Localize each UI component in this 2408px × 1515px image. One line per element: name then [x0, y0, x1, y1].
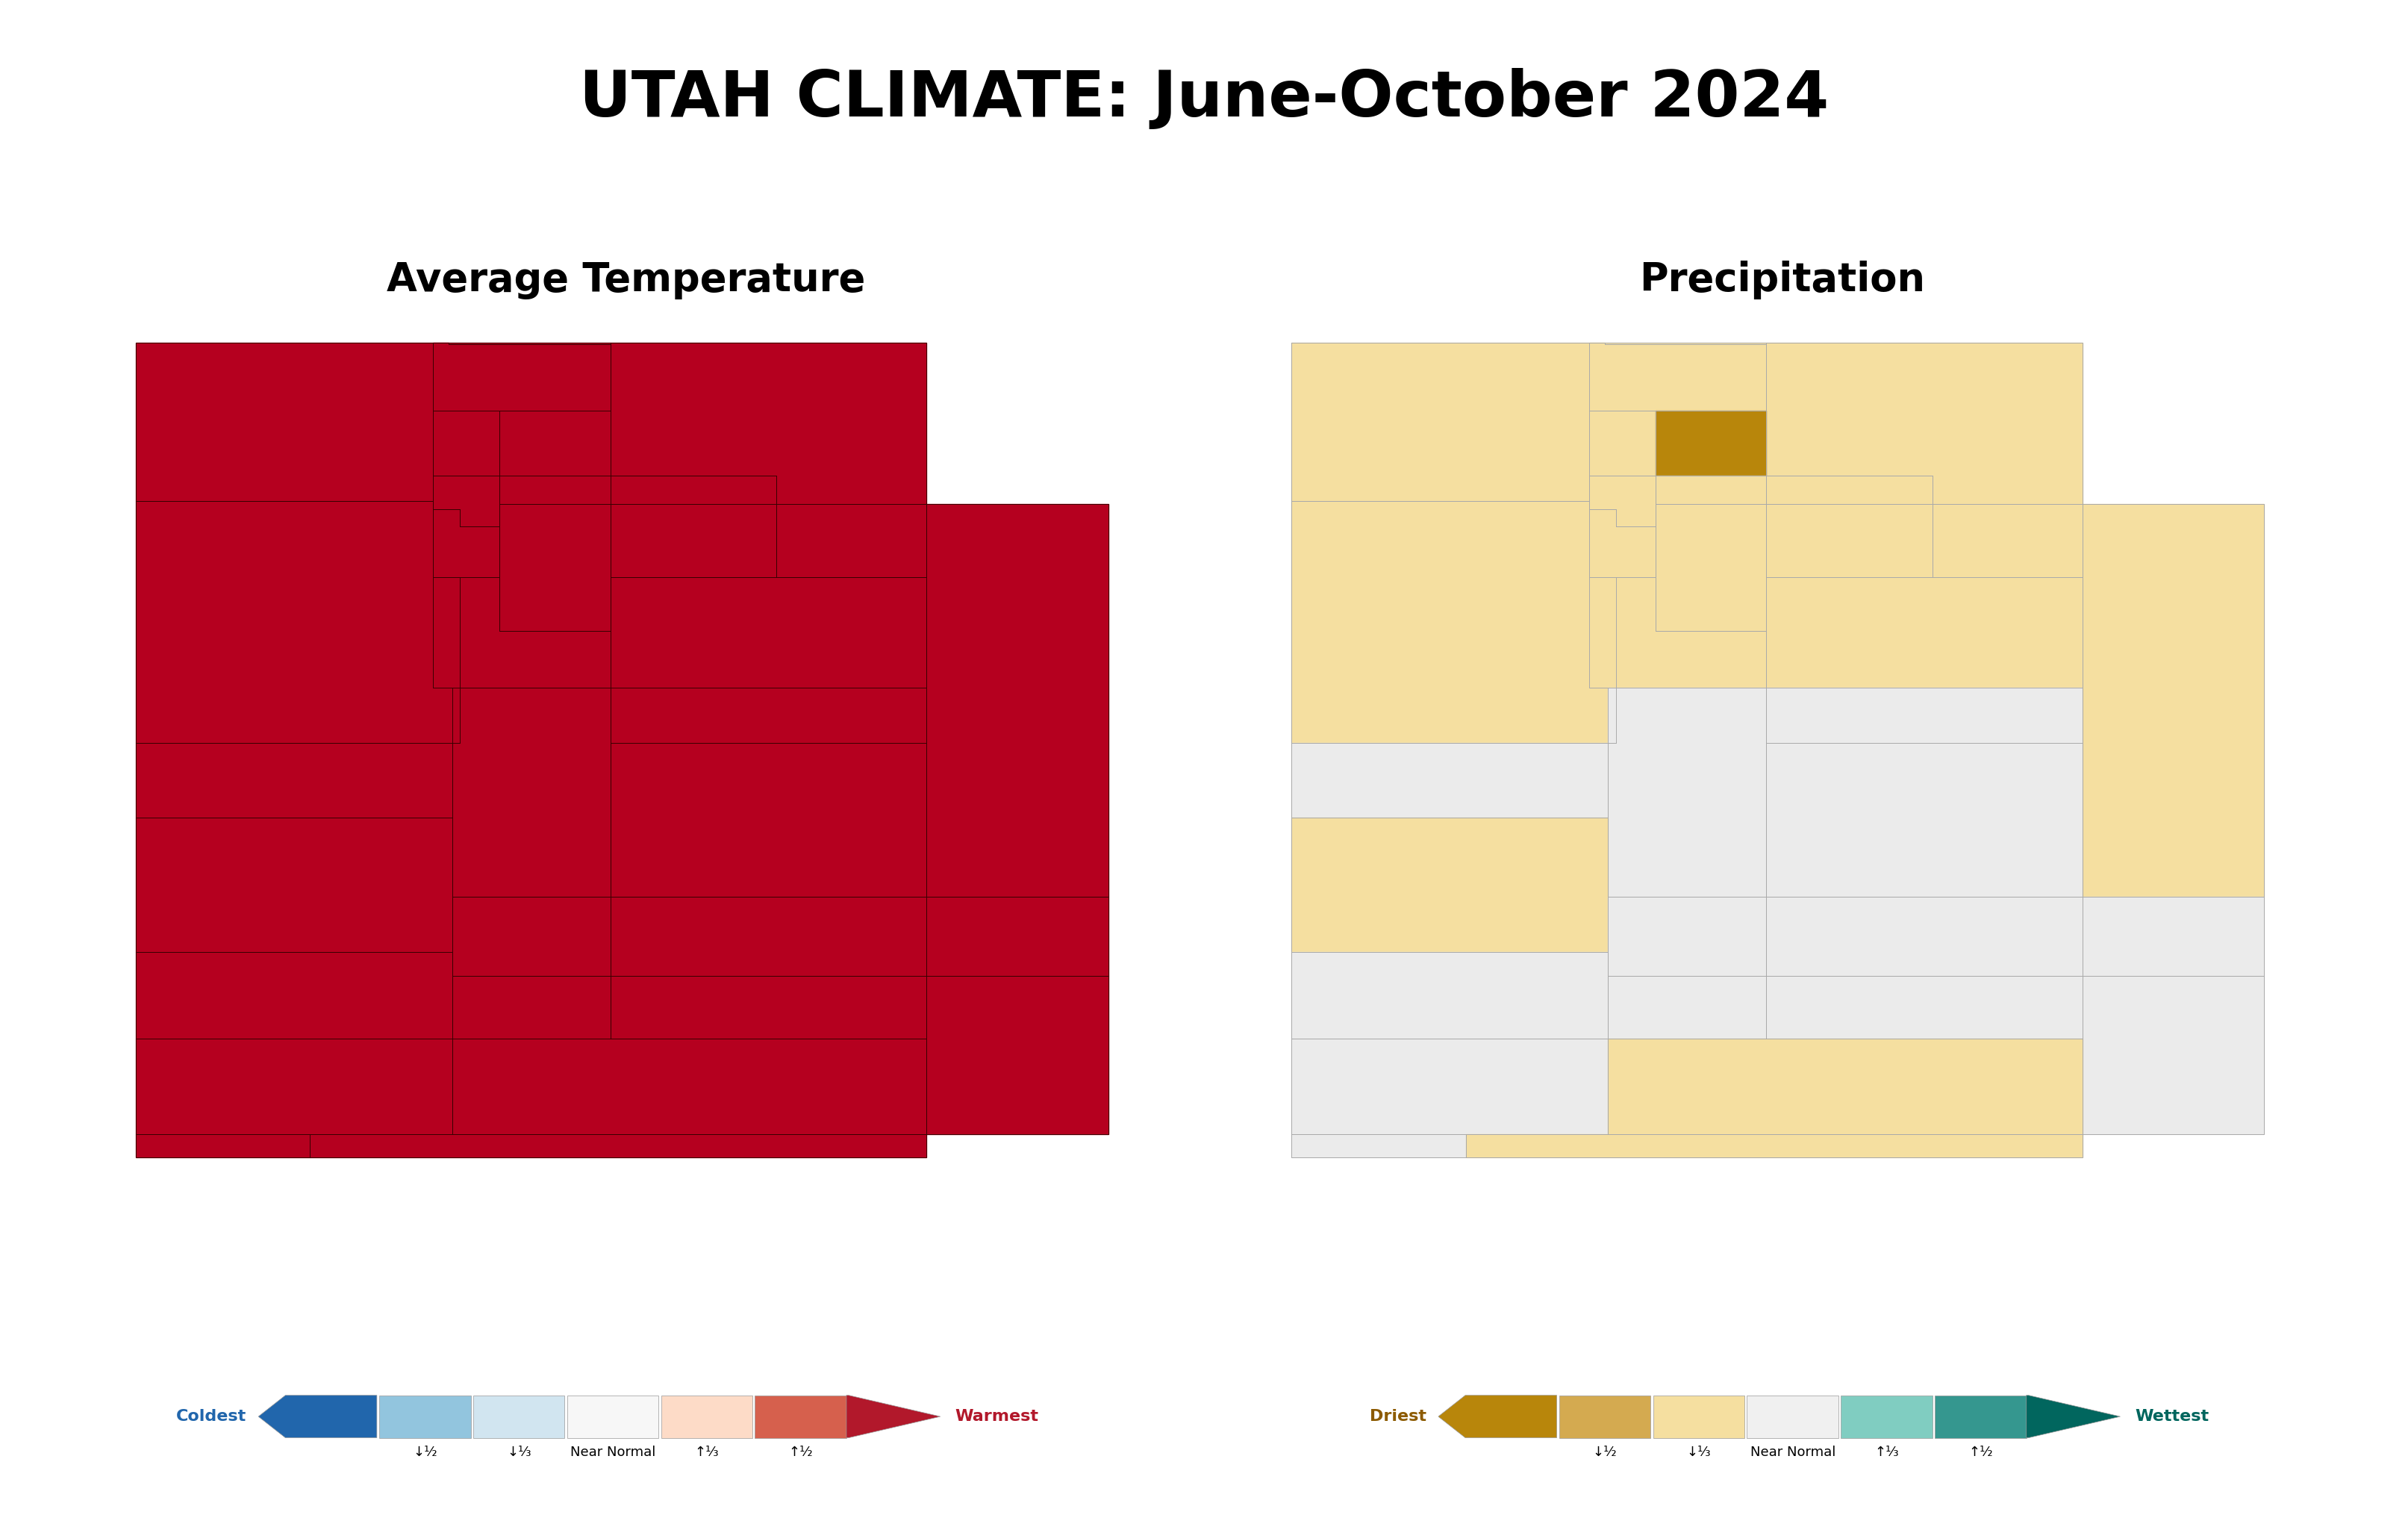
- Polygon shape: [609, 688, 927, 897]
- Text: Driest: Driest: [1370, 1409, 1426, 1424]
- Polygon shape: [453, 897, 609, 976]
- Polygon shape: [433, 411, 498, 476]
- Polygon shape: [1609, 688, 1765, 897]
- Polygon shape: [433, 509, 498, 577]
- Text: Near Normal: Near Normal: [571, 1445, 655, 1459]
- Text: ↑¹⁄₃: ↑¹⁄₃: [694, 1445, 720, 1459]
- Polygon shape: [609, 342, 927, 504]
- Text: Wettest: Wettest: [2133, 1409, 2208, 1424]
- Polygon shape: [1291, 501, 1616, 744]
- Polygon shape: [1654, 411, 1765, 504]
- Polygon shape: [609, 476, 927, 577]
- Polygon shape: [135, 1133, 311, 1157]
- Polygon shape: [498, 411, 609, 504]
- Polygon shape: [1765, 577, 2083, 744]
- Text: ↓¹⁄₂: ↓¹⁄₂: [412, 1445, 438, 1459]
- Polygon shape: [609, 577, 927, 744]
- Polygon shape: [498, 504, 609, 630]
- Polygon shape: [2083, 504, 2264, 897]
- Polygon shape: [609, 897, 927, 976]
- Text: Near Normal: Near Normal: [1751, 1445, 1835, 1459]
- Polygon shape: [1765, 976, 2083, 1039]
- Polygon shape: [1291, 744, 1616, 818]
- Polygon shape: [1609, 897, 1765, 976]
- Polygon shape: [1291, 1133, 1466, 1157]
- Polygon shape: [1589, 342, 1765, 411]
- Polygon shape: [135, 818, 453, 951]
- Polygon shape: [135, 951, 453, 1039]
- Polygon shape: [453, 1039, 927, 1133]
- Text: ↓¹⁄₃: ↓¹⁄₃: [1686, 1445, 1712, 1459]
- Polygon shape: [135, 501, 460, 744]
- Polygon shape: [311, 1133, 927, 1157]
- Polygon shape: [1765, 342, 2083, 504]
- Polygon shape: [135, 342, 609, 501]
- Polygon shape: [135, 744, 460, 818]
- Title: Precipitation: Precipitation: [1640, 261, 1924, 298]
- Polygon shape: [1291, 1039, 1609, 1133]
- Polygon shape: [1765, 897, 2083, 976]
- Polygon shape: [1291, 818, 1609, 951]
- Polygon shape: [453, 976, 609, 1039]
- Text: ↑¹⁄₃: ↑¹⁄₃: [1873, 1445, 1900, 1459]
- Polygon shape: [1609, 1039, 2083, 1133]
- Text: ↑¹⁄₂: ↑¹⁄₂: [787, 1445, 814, 1459]
- Polygon shape: [1466, 1133, 2083, 1157]
- Polygon shape: [1654, 476, 1931, 577]
- Polygon shape: [433, 342, 609, 411]
- Text: ↓¹⁄₂: ↓¹⁄₂: [1592, 1445, 1618, 1459]
- Polygon shape: [1589, 411, 1654, 476]
- Polygon shape: [453, 688, 609, 897]
- Text: Coldest: Coldest: [176, 1409, 246, 1424]
- Polygon shape: [927, 504, 1108, 897]
- Polygon shape: [1589, 577, 1765, 688]
- Polygon shape: [433, 476, 498, 526]
- Text: Warmest: Warmest: [954, 1409, 1038, 1424]
- Polygon shape: [609, 976, 927, 1039]
- Polygon shape: [2083, 976, 2264, 1133]
- Polygon shape: [1291, 951, 1609, 1039]
- Polygon shape: [1609, 976, 1765, 1039]
- Polygon shape: [1765, 476, 2083, 577]
- Polygon shape: [2083, 897, 2264, 976]
- Title: Average Temperature: Average Temperature: [388, 261, 864, 298]
- Polygon shape: [433, 577, 609, 688]
- Polygon shape: [1654, 504, 1765, 630]
- Polygon shape: [1765, 688, 2083, 897]
- Polygon shape: [1291, 342, 1765, 501]
- Polygon shape: [1589, 509, 1654, 577]
- Text: ↓¹⁄₃: ↓¹⁄₃: [506, 1445, 532, 1459]
- Polygon shape: [927, 897, 1108, 976]
- Text: ↑¹⁄₂: ↑¹⁄₂: [1967, 1445, 1994, 1459]
- Polygon shape: [927, 976, 1108, 1133]
- Polygon shape: [1589, 476, 1654, 526]
- Polygon shape: [498, 476, 775, 577]
- Polygon shape: [135, 1039, 453, 1133]
- Text: UTAH CLIMATE: June-October 2024: UTAH CLIMATE: June-October 2024: [580, 68, 1828, 130]
